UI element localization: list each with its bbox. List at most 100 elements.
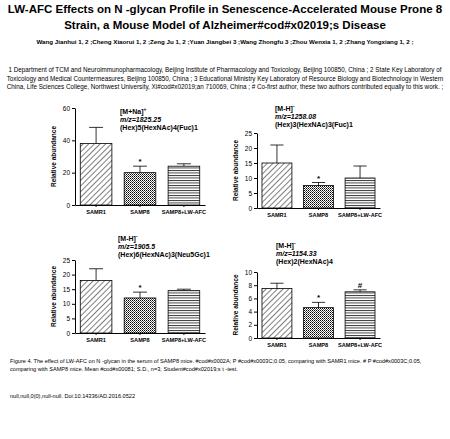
significance-mark: * — [138, 157, 142, 166]
axis-title: Relative abundance — [232, 140, 239, 201]
tick: SAMP8 — [130, 205, 149, 215]
tick: 5 — [66, 315, 75, 322]
tick: 0 — [248, 335, 257, 342]
tick-mark — [254, 133, 257, 134]
tick: 20 — [245, 145, 257, 152]
ion-label: [M-H]- — [118, 233, 138, 243]
mz-label: m/z=1154.33 — [276, 250, 317, 257]
tick-mark — [72, 108, 75, 109]
tick-label: 20 — [63, 271, 71, 278]
tick-mark — [254, 178, 257, 179]
y-axis: 0510152025 — [245, 130, 258, 212]
axis-line — [75, 261, 76, 334]
error-whisker — [140, 166, 141, 172]
bar — [168, 166, 200, 205]
caption: Figure 4. The effect of LW-AFC on N -gly… — [10, 357, 442, 373]
tick-mark — [96, 205, 97, 207]
tick-label: 2 — [248, 321, 252, 328]
error-cap — [353, 166, 366, 167]
ion: [M-H] — [276, 242, 294, 250]
significance-mark: # — [358, 281, 363, 290]
tick: 0 — [66, 202, 75, 209]
bar — [124, 173, 156, 205]
tick: 10 — [245, 269, 257, 276]
error-whisker — [96, 269, 97, 281]
x-axis: SAMR1 SAMP8 SAMP8+LW-AFC — [258, 338, 383, 348]
tick-mark — [254, 285, 257, 286]
error-bar — [89, 127, 103, 143]
error-cap — [270, 283, 283, 284]
x-axis: SAMR1SAMP8SAMP8+LW-AFC — [76, 333, 207, 343]
axis-title: Relative abundance — [232, 274, 239, 335]
tick-label: 5 — [66, 315, 70, 322]
tick-label: SAMR1 — [267, 342, 287, 348]
error-cap — [177, 289, 191, 290]
error-whisker — [360, 166, 361, 178]
ion-label: [M-H]- — [275, 103, 295, 113]
tick-label: 5 — [248, 190, 252, 197]
plot-area — [262, 283, 375, 338]
bar — [304, 308, 334, 338]
axis-line — [257, 273, 258, 339]
tick: 6 — [248, 295, 257, 302]
error-bar — [133, 292, 147, 298]
tick-mark — [318, 208, 319, 210]
tick-mark — [72, 333, 75, 334]
tick-mark — [254, 208, 257, 209]
tick-label: 8 — [248, 282, 252, 289]
tick: 15 — [245, 160, 257, 167]
error-bar — [177, 289, 191, 290]
bar — [304, 186, 334, 209]
error-bar — [177, 164, 191, 166]
tick: SAMP8+LW-AFC — [338, 338, 382, 348]
tick-mark — [254, 325, 257, 326]
tick-label: 20 — [245, 145, 253, 152]
tick: 15 — [63, 286, 75, 293]
composition-label: (Hex)6(HexNAc)3(Neu5Gc)1 — [118, 251, 210, 259]
error-bar — [270, 283, 283, 288]
axis-line — [258, 338, 381, 339]
error-whisker — [276, 145, 277, 163]
tick: 8 — [248, 282, 257, 289]
tick-mark — [254, 312, 257, 313]
tick: SAMP8 — [309, 208, 328, 218]
tick-label: 0 — [248, 335, 252, 342]
ion-charge: + — [144, 106, 147, 112]
ion-charge: - — [293, 103, 295, 109]
tick-mark — [254, 163, 257, 164]
plot-area — [80, 269, 199, 333]
tick-mark — [72, 140, 75, 141]
error-whisker — [276, 283, 277, 288]
panel: 0204060SAMR1SAMP8SAMP8+LW-AFCRelative ab… — [50, 105, 206, 215]
tick-label: 40 — [63, 137, 71, 144]
tick-label: SAMP8+LW-AFC — [162, 209, 206, 215]
bar — [80, 280, 112, 333]
tick-label: 60 — [63, 105, 71, 112]
tick: SAMP8 — [130, 333, 149, 343]
tick: 10 — [63, 300, 75, 307]
tick-mark — [360, 338, 361, 340]
tick-label: 0 — [66, 202, 70, 209]
tick-mark — [96, 333, 97, 335]
tick: SAMR1 — [86, 333, 106, 343]
error-whisker — [318, 183, 319, 186]
mz-label: m/z=1825.25 — [120, 116, 161, 123]
tick-mark — [254, 272, 257, 273]
tick-label: SAMP8+LW-AFC — [338, 342, 382, 348]
tick-label: SAMP8 — [309, 342, 328, 348]
tick-label: SAMP8 — [309, 212, 328, 218]
panel: 0246810SAMR1SAMP8SAMP8+LW-AFCRelative ab… — [232, 240, 382, 348]
error-bar — [353, 290, 366, 292]
composition-label: (Hex)2(HexNAc)4 — [276, 258, 333, 266]
tick-mark — [360, 208, 361, 210]
tick-mark — [72, 205, 75, 206]
tick: 0 — [248, 205, 257, 212]
error-whisker — [96, 127, 97, 143]
tick-label: 15 — [63, 286, 71, 293]
axis-title: Relative abundance — [50, 266, 57, 327]
ion-label: [M-H]- — [276, 240, 296, 250]
tick-label: SAMR1 — [86, 209, 106, 215]
significance-mark: * — [317, 174, 321, 183]
bar — [80, 144, 112, 205]
tick-label: 0 — [248, 205, 252, 212]
